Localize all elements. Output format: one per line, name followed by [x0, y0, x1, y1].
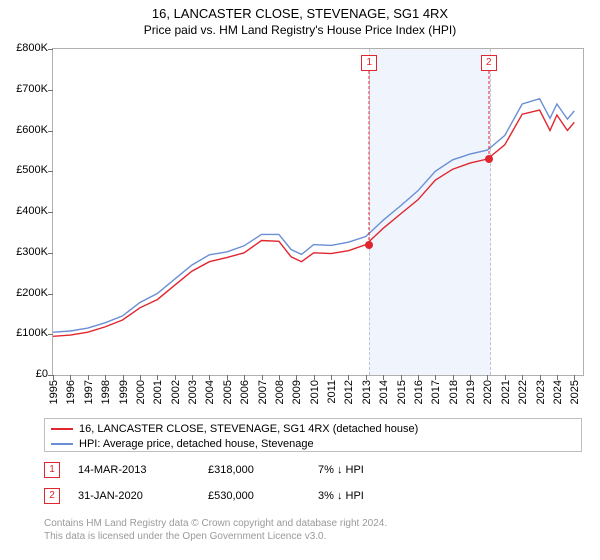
credits-line: Contains HM Land Registry data © Crown c…: [44, 518, 387, 531]
x-axis-label: 2011: [326, 380, 338, 404]
x-axis-label: 2008: [274, 380, 286, 404]
x-axis-label: 2014: [378, 380, 390, 404]
event-change: 7% ↓ HPI: [318, 464, 364, 476]
event-row: 1 14-MAR-2013 £318,000 7% ↓ HPI: [44, 462, 364, 478]
plot-area: 12: [52, 48, 584, 376]
x-axis-label: 2002: [170, 380, 182, 404]
y-axis-label: £500K: [2, 164, 48, 176]
event-badge: 1: [44, 462, 60, 478]
x-axis-label: 2012: [343, 380, 355, 404]
chart-title: 16, LANCASTER CLOSE, STEVENAGE, SG1 4RX: [0, 0, 600, 21]
x-axis-label: 2004: [204, 380, 216, 404]
chart-subtitle: Price paid vs. HM Land Registry's House …: [0, 21, 600, 37]
x-axis-label: 2018: [448, 380, 460, 404]
event-price: £318,000: [208, 464, 318, 476]
x-axis-label: 2010: [309, 380, 321, 404]
y-axis-label: £700K: [2, 83, 48, 95]
legend-item: HPI: Average price, detached house, Stev…: [51, 436, 575, 451]
x-axis-label: 2016: [413, 380, 425, 404]
x-axis-label: 2006: [239, 380, 251, 404]
series-line: [53, 110, 574, 336]
x-axis-label: 2022: [517, 380, 529, 404]
chart-svg: [53, 49, 583, 375]
y-axis-label: £100K: [2, 327, 48, 339]
event-change: 3% ↓ HPI: [318, 490, 364, 502]
x-axis-label: 2019: [465, 380, 477, 404]
x-axis-label: 2009: [291, 380, 303, 404]
x-axis-label: 2005: [222, 380, 234, 404]
x-axis-label: 2023: [535, 380, 547, 404]
y-axis-label: £600K: [2, 124, 48, 136]
event-row: 2 31-JAN-2020 £530,000 3% ↓ HPI: [44, 488, 364, 504]
legend-label: 16, LANCASTER CLOSE, STEVENAGE, SG1 4RX …: [79, 423, 418, 435]
event-vline: [488, 71, 489, 159]
legend-item: 16, LANCASTER CLOSE, STEVENAGE, SG1 4RX …: [51, 421, 575, 436]
series-line: [53, 99, 574, 333]
x-axis-label: 2017: [430, 380, 442, 404]
event-date: 31-JAN-2020: [78, 490, 208, 502]
event-price: £530,000: [208, 490, 318, 502]
x-axis-label: 1995: [48, 380, 60, 404]
x-axis-label: 2021: [500, 380, 512, 404]
x-axis-label: 2003: [187, 380, 199, 404]
event-flag: 2: [481, 55, 497, 71]
legend-swatch: [51, 443, 73, 445]
x-axis-label: 1998: [100, 380, 112, 404]
y-axis-label: £800K: [2, 42, 48, 54]
y-axis-label: £200K: [2, 287, 48, 299]
credits: Contains HM Land Registry data © Crown c…: [44, 518, 387, 543]
event-marker: [365, 241, 373, 249]
x-axis-label: 2001: [152, 380, 164, 404]
x-axis-label: 1999: [118, 380, 130, 404]
x-axis-label: 2025: [569, 380, 581, 404]
x-axis-label: 2000: [135, 380, 147, 404]
event-date: 14-MAR-2013: [78, 464, 208, 476]
event-flag: 1: [361, 55, 377, 71]
credits-line: This data is licensed under the Open Gov…: [44, 531, 387, 544]
x-axis-label: 2013: [361, 380, 373, 404]
y-axis-label: £300K: [2, 246, 48, 258]
event-marker: [485, 155, 493, 163]
x-axis-label: 2007: [257, 380, 269, 404]
event-badge: 2: [44, 488, 60, 504]
x-axis-label: 2015: [396, 380, 408, 404]
x-axis-label: 1996: [65, 380, 77, 404]
legend-swatch: [51, 428, 73, 430]
x-axis-label: 1997: [83, 380, 95, 404]
y-axis-label: £0: [2, 368, 48, 380]
y-axis-label: £400K: [2, 205, 48, 217]
legend-label: HPI: Average price, detached house, Stev…: [79, 438, 314, 450]
event-vline: [369, 71, 370, 245]
chart-container: 16, LANCASTER CLOSE, STEVENAGE, SG1 4RX …: [0, 0, 600, 560]
legend: 16, LANCASTER CLOSE, STEVENAGE, SG1 4RX …: [44, 418, 582, 452]
x-axis-label: 2024: [552, 380, 564, 404]
x-axis-label: 2020: [482, 380, 494, 404]
